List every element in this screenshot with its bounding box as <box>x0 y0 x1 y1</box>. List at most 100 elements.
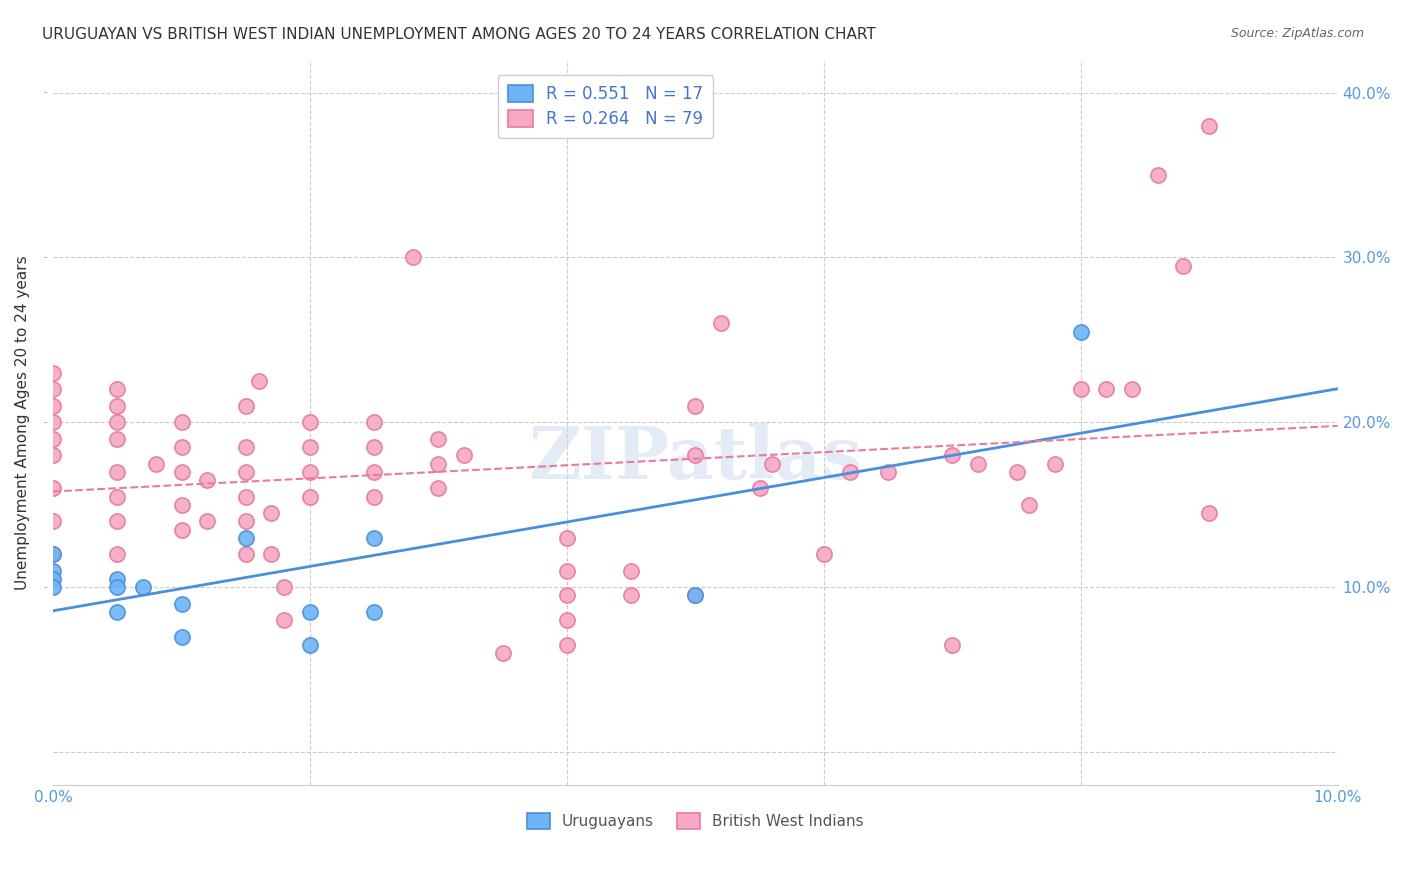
Point <box>299 440 322 454</box>
Point <box>145 457 167 471</box>
Legend: Uruguayans, British West Indians: Uruguayans, British West Indians <box>520 807 870 836</box>
Point <box>427 481 450 495</box>
Point <box>363 531 385 545</box>
Point <box>620 589 643 603</box>
Point <box>620 564 643 578</box>
Point <box>941 448 963 462</box>
Point <box>42 399 65 413</box>
Point <box>710 317 733 331</box>
Point <box>685 448 707 462</box>
Point <box>967 457 990 471</box>
Point <box>42 572 65 586</box>
Point <box>42 366 65 380</box>
Point <box>170 597 193 611</box>
Point <box>299 638 322 652</box>
Point <box>42 448 65 462</box>
Point <box>299 490 322 504</box>
Point <box>247 374 270 388</box>
Point <box>555 531 578 545</box>
Point <box>1018 498 1040 512</box>
Point <box>105 514 128 528</box>
Point <box>170 415 193 429</box>
Point <box>748 481 770 495</box>
Point <box>235 440 257 454</box>
Point <box>1146 168 1168 182</box>
Point <box>105 399 128 413</box>
Point <box>363 605 385 619</box>
Point <box>941 638 963 652</box>
Point <box>1173 259 1195 273</box>
Point <box>170 465 193 479</box>
Point <box>105 432 128 446</box>
Point <box>42 481 65 495</box>
Point <box>363 415 385 429</box>
Point <box>260 506 283 520</box>
Point <box>42 415 65 429</box>
Point <box>453 448 475 462</box>
Point <box>195 514 218 528</box>
Point <box>170 440 193 454</box>
Point <box>235 490 257 504</box>
Point <box>42 547 65 561</box>
Point <box>299 465 322 479</box>
Point <box>492 646 515 660</box>
Point <box>105 580 128 594</box>
Point <box>42 383 65 397</box>
Point <box>363 440 385 454</box>
Point <box>761 457 783 471</box>
Point <box>170 523 193 537</box>
Point <box>235 531 257 545</box>
Point <box>195 473 218 487</box>
Point <box>170 630 193 644</box>
Text: ZIPatlas: ZIPatlas <box>529 423 862 494</box>
Point <box>299 415 322 429</box>
Point <box>1070 383 1092 397</box>
Point <box>105 490 128 504</box>
Point <box>685 589 707 603</box>
Point <box>427 432 450 446</box>
Point <box>1005 465 1028 479</box>
Point <box>105 572 128 586</box>
Point <box>105 383 128 397</box>
Point <box>235 514 257 528</box>
Point <box>42 580 65 594</box>
Point <box>235 399 257 413</box>
Point <box>1043 457 1066 471</box>
Point <box>555 613 578 627</box>
Point <box>1070 325 1092 339</box>
Point <box>299 605 322 619</box>
Point <box>260 547 283 561</box>
Point <box>685 589 707 603</box>
Y-axis label: Unemployment Among Ages 20 to 24 years: Unemployment Among Ages 20 to 24 years <box>15 255 30 590</box>
Point <box>105 605 128 619</box>
Point <box>1198 506 1220 520</box>
Point <box>273 613 295 627</box>
Point <box>105 547 128 561</box>
Point <box>427 457 450 471</box>
Point <box>42 564 65 578</box>
Point <box>555 564 578 578</box>
Point <box>235 465 257 479</box>
Point <box>235 547 257 561</box>
Point <box>402 251 425 265</box>
Point <box>42 514 65 528</box>
Point <box>105 415 128 429</box>
Point <box>105 465 128 479</box>
Point <box>1121 383 1143 397</box>
Point <box>685 399 707 413</box>
Point <box>363 490 385 504</box>
Point <box>273 580 295 594</box>
Point <box>170 498 193 512</box>
Point <box>838 465 860 479</box>
Text: URUGUAYAN VS BRITISH WEST INDIAN UNEMPLOYMENT AMONG AGES 20 TO 24 YEARS CORRELAT: URUGUAYAN VS BRITISH WEST INDIAN UNEMPLO… <box>42 27 876 42</box>
Point <box>42 547 65 561</box>
Point <box>1095 383 1118 397</box>
Point <box>555 589 578 603</box>
Point <box>877 465 900 479</box>
Point <box>555 638 578 652</box>
Point <box>813 547 835 561</box>
Point <box>1198 119 1220 133</box>
Point <box>363 465 385 479</box>
Point <box>42 432 65 446</box>
Point <box>132 580 155 594</box>
